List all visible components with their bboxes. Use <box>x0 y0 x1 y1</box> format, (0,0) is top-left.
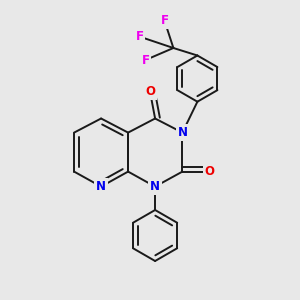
Text: F: F <box>160 14 168 27</box>
Text: F: F <box>136 30 143 43</box>
Text: O: O <box>204 165 214 178</box>
Text: N: N <box>96 180 106 193</box>
Text: O: O <box>145 85 155 98</box>
Text: N: N <box>150 180 160 193</box>
Text: N: N <box>177 126 188 139</box>
Text: F: F <box>142 53 149 67</box>
